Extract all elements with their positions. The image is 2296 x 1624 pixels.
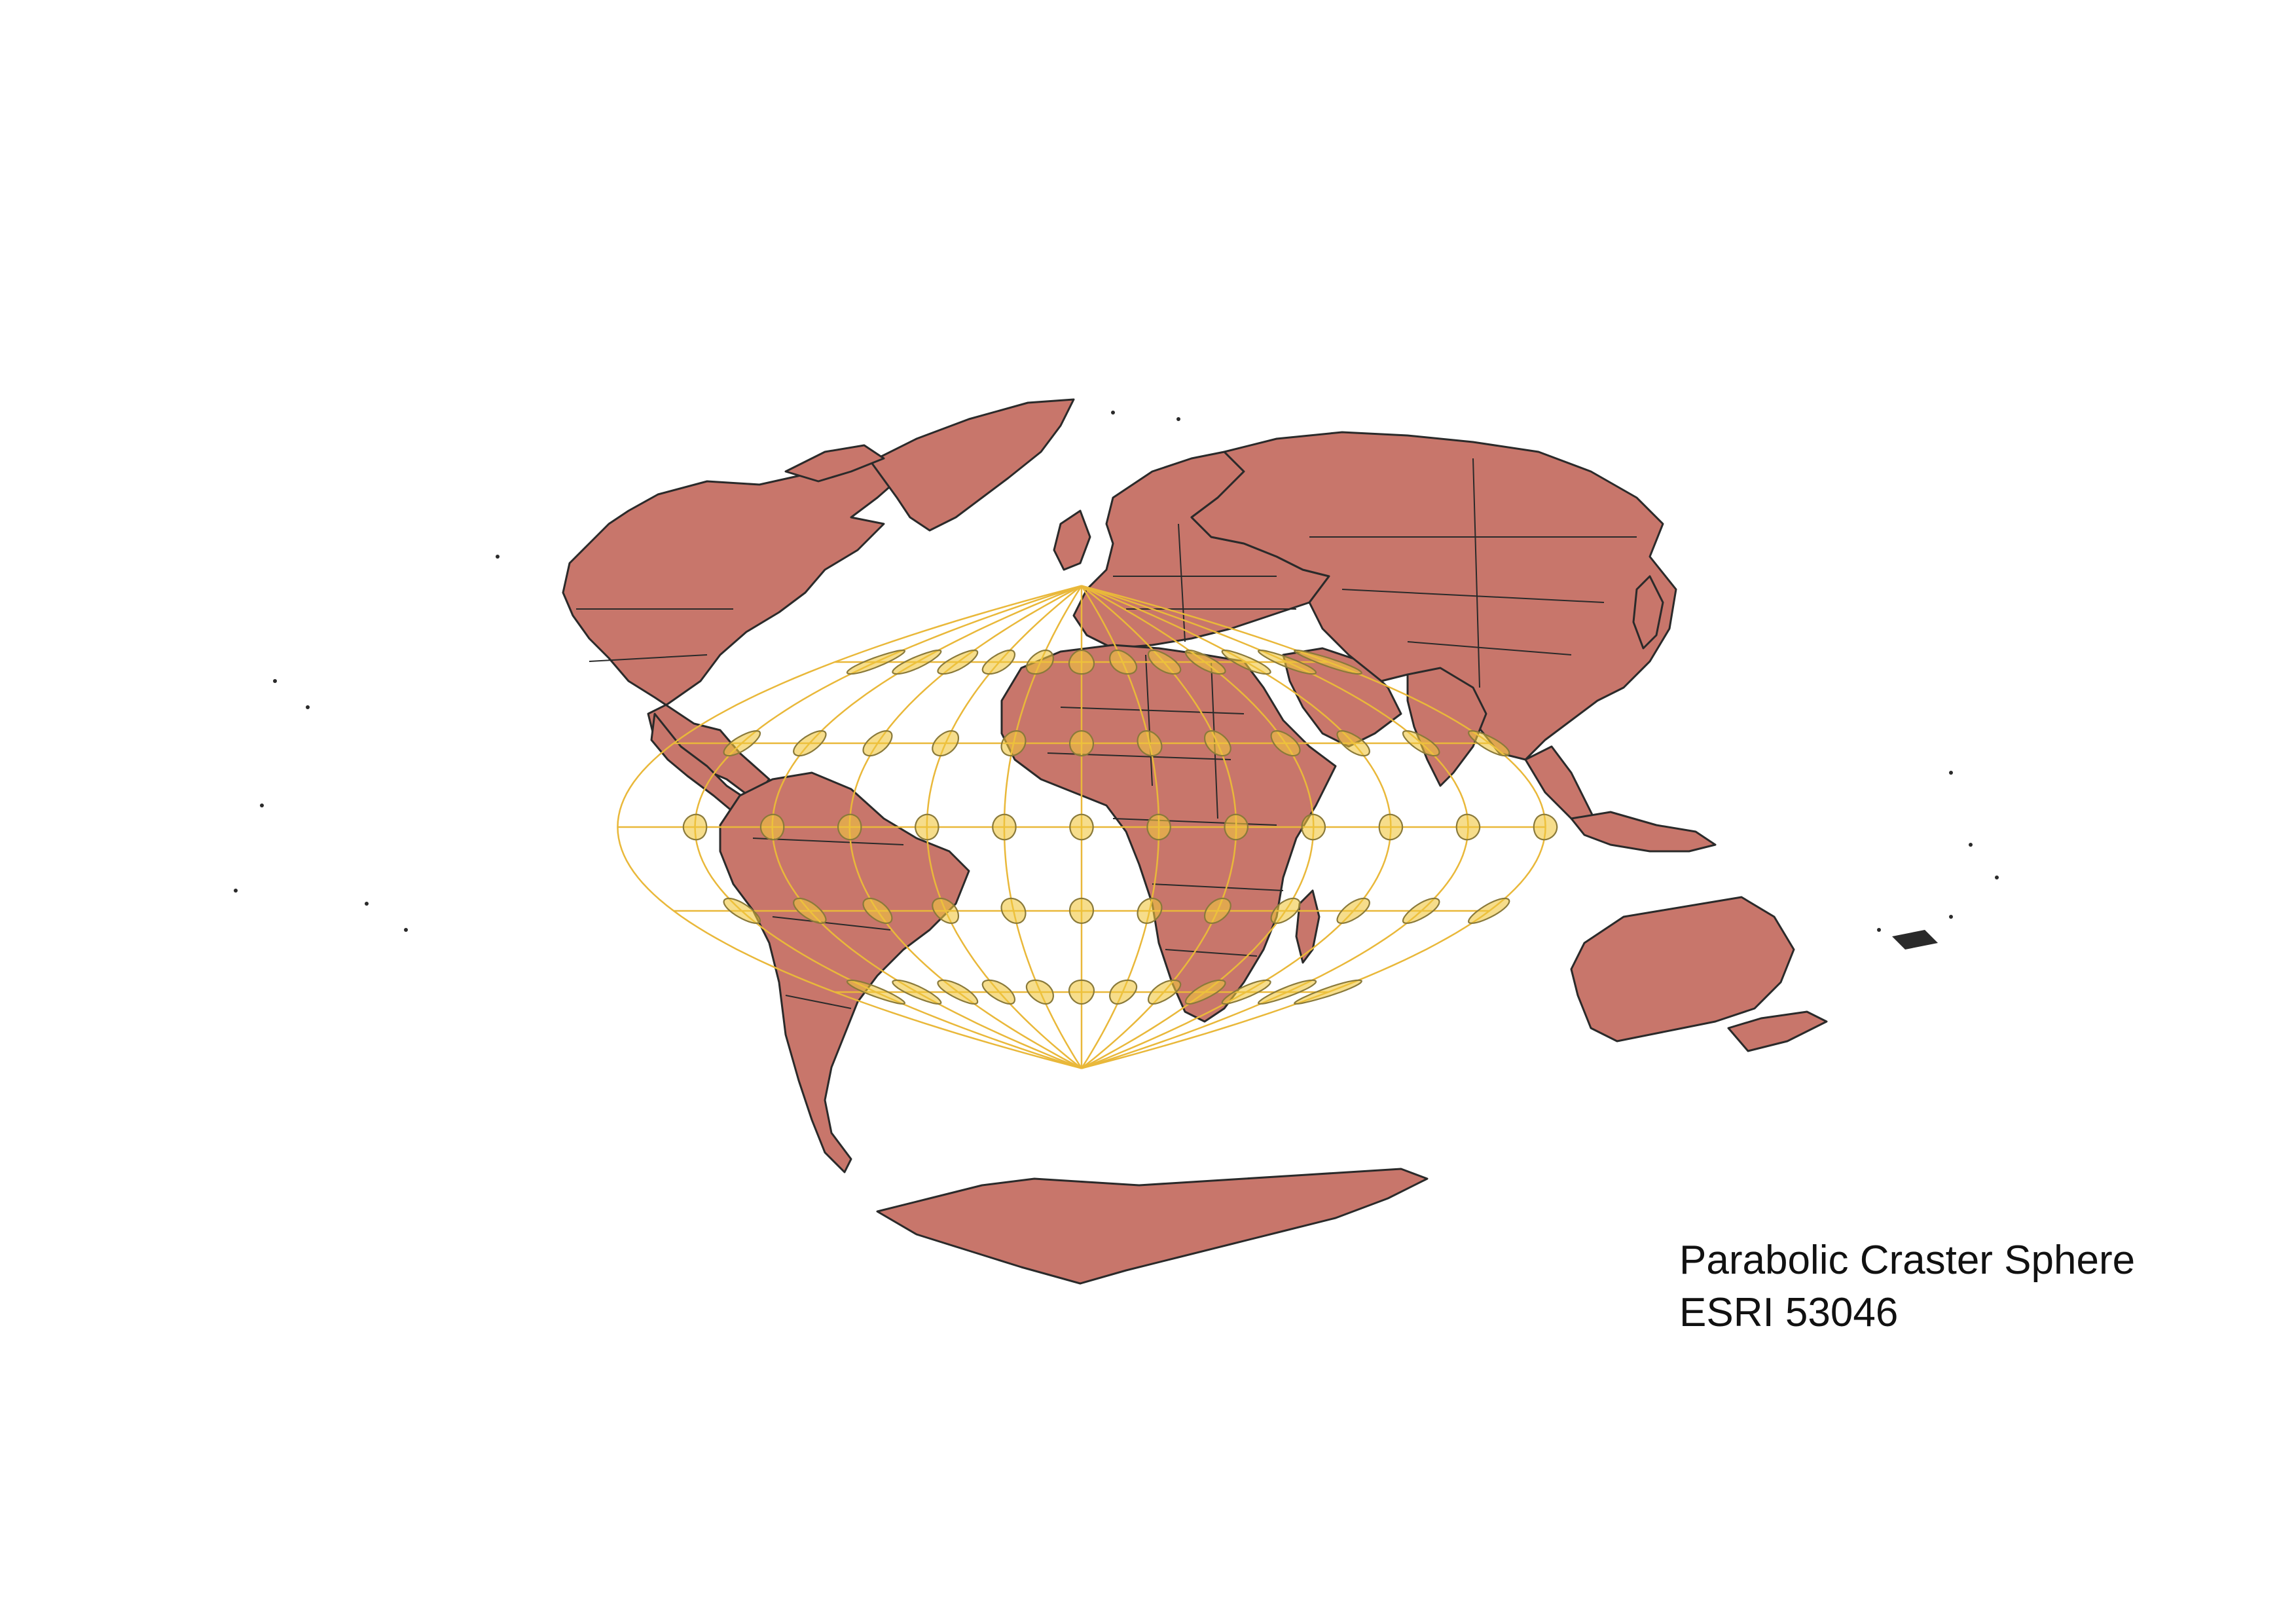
tissot-ellipse [1533, 813, 1558, 841]
tissot-ellipse [1068, 729, 1095, 757]
projection-code-label: ESRI 53046 [1679, 1290, 1898, 1335]
tissot-ellipse [862, 897, 893, 925]
tissot-ellipse [1184, 649, 1226, 675]
tissot-ellipse [1069, 813, 1094, 841]
tissot-ellipse [1184, 979, 1226, 1005]
tissot-ellipse [1467, 729, 1510, 757]
tissot-ellipse [892, 649, 942, 675]
tissot-ellipse [792, 729, 827, 757]
tissot-ellipse [1270, 729, 1301, 757]
tissot-ellipse [981, 649, 1016, 675]
tissot-ellipse [937, 979, 979, 1005]
indonesia [1570, 811, 1717, 853]
british-isles [1053, 509, 1091, 571]
tissot-ellipse [862, 729, 893, 757]
tissot-ellipse [759, 813, 785, 841]
tissot-ellipse [1293, 649, 1362, 675]
tissot-ellipse [914, 813, 939, 841]
tissot-ellipse [932, 897, 959, 925]
tissot-ellipse [1257, 649, 1317, 675]
tissot-ellipse [846, 979, 906, 1005]
antarctica [876, 1168, 1429, 1285]
tissot-ellipse [1221, 649, 1271, 675]
tissot-ellipse [1146, 813, 1171, 841]
projection-name-label: Parabolic Craster Sphere [1679, 1238, 2135, 1283]
tissot-ellipse [937, 649, 979, 675]
tissot-ellipse [846, 649, 906, 675]
tissot-ellipse [1301, 813, 1326, 841]
tissot-ellipse [1455, 813, 1481, 841]
tissot-ellipse [981, 979, 1016, 1005]
tissot-ellipse [1293, 979, 1362, 1005]
tissot-ellipse [1336, 729, 1371, 757]
tissot-ellipse [1137, 897, 1163, 925]
australia [1570, 896, 1795, 1043]
greenland [869, 398, 1075, 532]
tissot-ellipse [932, 729, 959, 757]
south-america [719, 771, 970, 1173]
tissot-ellipse [1068, 979, 1095, 1005]
tissot-ellipse [892, 979, 942, 1005]
tissot-ellipse [1137, 729, 1163, 757]
tissot-ellipse [1000, 729, 1027, 757]
tissot-ellipse [1147, 979, 1182, 1005]
arctic-islands [784, 444, 885, 483]
tissot-ellipse [682, 813, 708, 841]
japan [1632, 575, 1664, 650]
tissot-ellipse [1025, 649, 1055, 675]
tissot-indicatrix [682, 649, 1558, 1005]
tissot-ellipse [1221, 979, 1271, 1005]
new-zealand [1727, 1010, 1828, 1052]
tissot-ellipse [1000, 897, 1027, 925]
tissot-ellipse [1108, 649, 1138, 675]
country-borders [576, 458, 1637, 1009]
tissot-ellipse [1204, 897, 1231, 925]
madagascar [1295, 889, 1321, 964]
tissot-ellipse [1147, 649, 1182, 675]
tissot-ellipse [723, 897, 761, 925]
tissot-ellipse [1224, 813, 1249, 841]
small-islands [234, 411, 1999, 950]
tissot-ellipse [792, 897, 827, 925]
tissot-ellipse [1204, 729, 1231, 757]
tissot-ellipse [1378, 813, 1404, 841]
tissot-ellipse [723, 729, 761, 757]
tissot-ellipse [1402, 729, 1440, 757]
tissot-ellipse [1068, 649, 1095, 675]
asia [1190, 431, 1677, 761]
tissot-ellipse [1257, 979, 1317, 1005]
tissot-ellipse [1336, 897, 1371, 925]
tissot-ellipse [992, 813, 1017, 841]
tissot-ellipse [837, 813, 862, 841]
tissot-ellipse [1025, 979, 1055, 1005]
tissot-ellipse [1467, 897, 1510, 925]
tissot-ellipse [1402, 897, 1440, 925]
land-layer [562, 398, 1828, 1285]
india [1406, 667, 1487, 787]
tissot-ellipse [1108, 979, 1138, 1005]
tissot-ellipse [1270, 897, 1301, 925]
tissot-ellipse [1068, 897, 1095, 925]
